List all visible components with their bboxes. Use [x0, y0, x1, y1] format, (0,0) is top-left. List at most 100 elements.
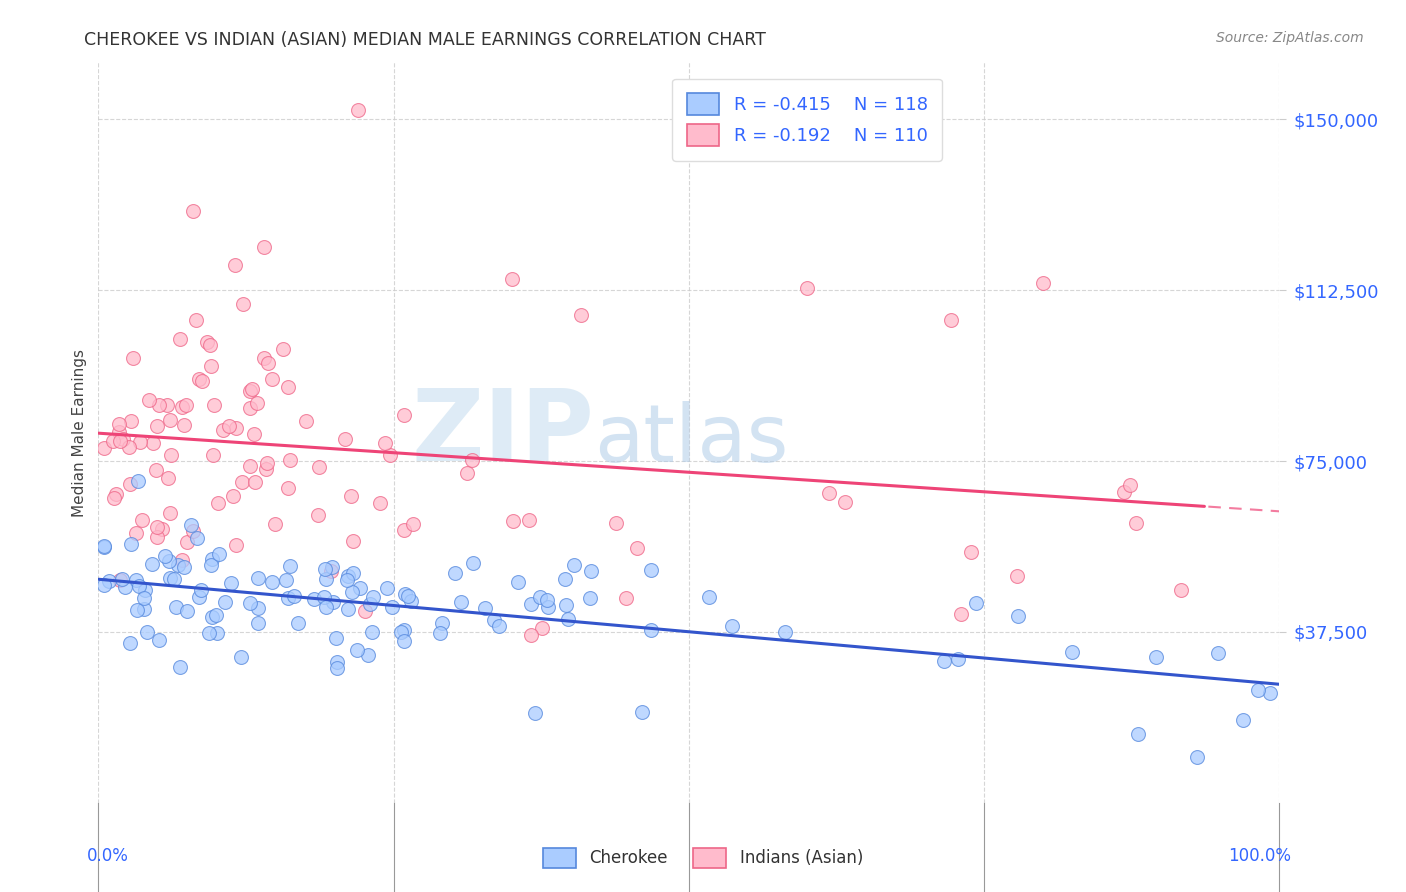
Point: [118, 440, 141, 454]
Point: [965, 596, 987, 610]
Point: [818, 486, 841, 500]
Point: [120, 414, 142, 428]
Point: [304, 592, 326, 607]
Point: [508, 574, 530, 589]
Point: [148, 633, 170, 648]
Point: [169, 660, 191, 674]
Point: [392, 408, 415, 422]
Point: [98, 574, 121, 588]
Point: [775, 625, 797, 640]
Point: [262, 372, 284, 386]
Point: [517, 513, 540, 527]
Point: [488, 618, 510, 632]
Point: [463, 556, 485, 570]
Point: [697, 591, 720, 605]
Point: [959, 545, 981, 559]
Point: [381, 600, 404, 615]
Point: [524, 706, 547, 720]
Point: [120, 477, 142, 491]
Point: [108, 573, 131, 587]
Point: [114, 580, 136, 594]
Point: [156, 398, 179, 412]
Point: [501, 272, 523, 286]
Point: [207, 496, 229, 510]
Point: [163, 572, 186, 586]
Point: [167, 558, 190, 573]
Point: [195, 334, 218, 349]
Point: [581, 564, 603, 578]
Point: [474, 601, 496, 615]
Point: [200, 558, 222, 572]
Point: [333, 432, 356, 446]
Point: [325, 632, 347, 646]
Point: [253, 351, 276, 366]
Point: [1206, 646, 1229, 660]
Point: [253, 240, 276, 254]
Point: [322, 595, 344, 609]
Point: [221, 489, 243, 503]
Point: [1146, 650, 1168, 665]
Point: [219, 576, 242, 591]
Point: [554, 573, 576, 587]
Point: [108, 434, 131, 448]
Point: [111, 432, 134, 446]
Point: [640, 563, 662, 577]
Point: [308, 459, 330, 474]
Point: [262, 575, 284, 590]
Point: [562, 558, 585, 572]
Point: [314, 562, 336, 576]
Point: [1126, 727, 1149, 741]
Point: [93, 539, 115, 553]
Legend: R = -0.415    N = 118, R = -0.192    N = 110: R = -0.415 N = 118, R = -0.192 N = 110: [672, 78, 942, 161]
Point: [484, 613, 506, 627]
Point: [502, 514, 524, 528]
Point: [394, 587, 416, 601]
Point: [626, 541, 648, 555]
Point: [357, 648, 380, 662]
Point: [101, 434, 124, 448]
Point: [450, 595, 472, 609]
Point: [1247, 682, 1270, 697]
Point: [616, 591, 638, 605]
Point: [198, 626, 221, 640]
Point: [456, 466, 478, 480]
Point: [181, 203, 204, 218]
Text: ZIP: ZIP: [412, 384, 595, 481]
Point: [519, 598, 541, 612]
Point: [274, 573, 297, 587]
Point: [321, 564, 343, 578]
Point: [150, 522, 173, 536]
Point: [141, 557, 163, 571]
Point: [605, 516, 627, 530]
Point: [160, 448, 183, 462]
Point: [169, 333, 191, 347]
Point: [200, 359, 222, 374]
Point: [176, 604, 198, 618]
Point: [159, 570, 181, 584]
Point: [186, 531, 208, 545]
Point: [520, 628, 543, 642]
Point: [201, 448, 224, 462]
Point: [191, 374, 214, 388]
Point: [246, 396, 269, 410]
Point: [172, 552, 194, 566]
Point: [321, 560, 343, 574]
Point: [429, 625, 451, 640]
Point: [159, 413, 181, 427]
Point: [138, 392, 160, 407]
Point: [190, 582, 212, 597]
Point: [125, 526, 148, 541]
Point: [103, 491, 125, 506]
Point: [359, 597, 381, 611]
Point: [834, 494, 856, 508]
Point: [277, 591, 299, 605]
Point: [128, 579, 150, 593]
Point: [157, 471, 180, 485]
Point: [155, 549, 177, 563]
Point: [277, 380, 299, 394]
Point: [537, 600, 560, 615]
Point: [134, 583, 156, 598]
Point: [392, 633, 415, 648]
Point: [120, 537, 142, 551]
Point: [1005, 569, 1028, 583]
